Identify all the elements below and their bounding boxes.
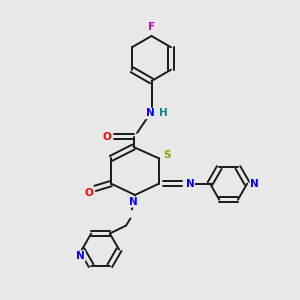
Text: N: N — [76, 251, 85, 261]
Text: H: H — [158, 108, 167, 118]
Text: N: N — [129, 197, 138, 207]
Text: S: S — [163, 149, 170, 160]
Text: F: F — [148, 22, 155, 32]
Text: O: O — [85, 188, 94, 199]
Text: N: N — [185, 178, 194, 189]
Text: N: N — [146, 108, 154, 118]
Text: N: N — [250, 178, 259, 189]
Text: O: O — [102, 131, 111, 142]
